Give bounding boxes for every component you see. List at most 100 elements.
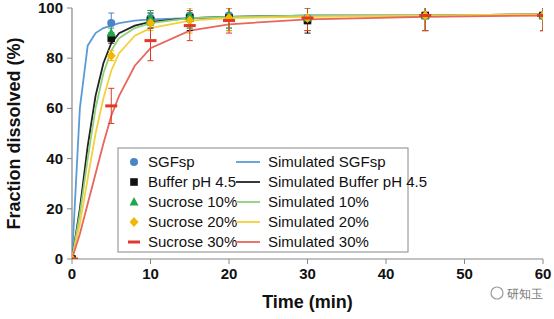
y-tick-label: 60	[46, 99, 63, 116]
data-point	[537, 14, 543, 17]
data-point	[72, 258, 78, 260]
y-tick	[67, 259, 72, 260]
legend-label: Simulated Buffer pH 4.5	[268, 173, 427, 190]
data-point	[302, 17, 314, 20]
legend-box	[118, 148, 408, 252]
legend-label: Simulated 10%	[268, 193, 369, 210]
x-tick-label: 40	[378, 265, 395, 282]
x-tick-label: 10	[142, 265, 159, 282]
error-cap	[148, 10, 154, 11]
error-cap	[540, 30, 543, 31]
y-tick-label: 0	[55, 250, 63, 267]
x-tick	[229, 259, 230, 264]
error-cap	[108, 88, 114, 89]
x-tick	[464, 259, 465, 264]
background	[0, 0, 554, 319]
y-tick	[67, 158, 72, 159]
legend-line	[236, 241, 260, 243]
simulated-line	[72, 16, 543, 259]
x-tick	[543, 259, 544, 264]
error-cap	[305, 30, 311, 31]
plot-area	[72, 8, 543, 259]
simulated-line	[72, 14, 543, 259]
legend-label: Simulated 30%	[268, 233, 369, 250]
legend-line	[236, 161, 260, 163]
simulated-line	[72, 14, 543, 259]
watermark-text: 研知玉	[507, 287, 543, 301]
error-cap	[226, 33, 232, 34]
error-cap	[540, 30, 543, 31]
simulated-line	[72, 14, 543, 259]
legend: SGFsp Buffer pH 4.5 Sucrose 10% Sucrose 20%…	[118, 148, 427, 252]
y-tick-label: 100	[38, 0, 63, 16]
error-cap	[422, 30, 428, 31]
error-cap	[305, 30, 311, 31]
y-tick-label: 20	[46, 200, 63, 217]
error-cap	[108, 13, 114, 14]
legend-marker	[128, 241, 140, 244]
y-tick-label: 80	[46, 49, 63, 66]
y-tick	[67, 108, 72, 109]
legend-label: Simulated SGFsp	[268, 153, 386, 170]
data-point	[105, 104, 117, 107]
error-cap	[422, 30, 428, 31]
error-cap	[540, 30, 543, 31]
data-point	[145, 39, 157, 42]
x-tick	[386, 259, 387, 264]
error-cap	[187, 40, 193, 41]
legend-marker	[130, 178, 138, 186]
x-tick	[307, 259, 308, 264]
data-point	[223, 19, 235, 22]
legend-line	[236, 201, 260, 203]
x-tick-label: 60	[535, 265, 552, 282]
x-tick-label: 50	[456, 265, 473, 282]
y-tick-label: 40	[46, 150, 63, 167]
legend-label: SGFsp	[148, 153, 195, 170]
x-tick-label: 20	[221, 265, 238, 282]
x-tick-label: 30	[299, 265, 316, 282]
error-cap	[540, 30, 543, 31]
y-tick	[67, 58, 72, 59]
data-point	[107, 51, 116, 61]
data-point	[184, 24, 196, 27]
x-tick	[150, 259, 151, 264]
error-cap	[305, 30, 311, 31]
error-cap	[226, 8, 232, 9]
watermark-icon	[491, 287, 503, 299]
watermark: 研知玉	[491, 287, 543, 301]
legend-label: Sucrose 10%	[148, 193, 237, 210]
legend-label: Simulated 20%	[268, 213, 369, 230]
x-tick	[72, 259, 73, 264]
error-cap	[148, 10, 154, 11]
error-cap	[187, 8, 193, 9]
data-point	[185, 16, 194, 26]
error-cap	[422, 30, 428, 31]
y-tick	[67, 8, 72, 9]
data-point	[107, 28, 116, 36]
x-tick-label: 0	[68, 265, 76, 282]
x-axis-title: Time (min)	[262, 292, 353, 312]
legend-line	[236, 181, 260, 183]
data-point	[146, 18, 155, 28]
y-tick	[67, 208, 72, 209]
error-cap	[108, 43, 114, 44]
data-point	[107, 19, 115, 27]
legend-label: Sucrose 20%	[148, 213, 237, 230]
legend-marker	[130, 158, 138, 166]
error-cap	[422, 30, 428, 31]
y-axis-title: Fraction dissolved (%)	[4, 37, 24, 229]
error-cap	[148, 60, 154, 61]
error-cap	[422, 30, 428, 31]
simulated-line	[72, 14, 543, 259]
legend-label: Sucrose 30%	[148, 233, 237, 250]
error-cap	[305, 33, 311, 34]
legend-marker	[130, 197, 139, 206]
error-cap	[540, 30, 543, 31]
data-point	[419, 14, 431, 17]
legend-marker	[130, 217, 139, 227]
chart: 0 20 40 60 80 100 0 10 20 30 40 50 60 Time (min) Fract…	[0, 0, 554, 319]
legend-label: Buffer pH 4.5	[148, 173, 236, 190]
error-cap	[108, 123, 114, 124]
legend-line	[236, 221, 260, 223]
error-cap	[305, 30, 311, 31]
